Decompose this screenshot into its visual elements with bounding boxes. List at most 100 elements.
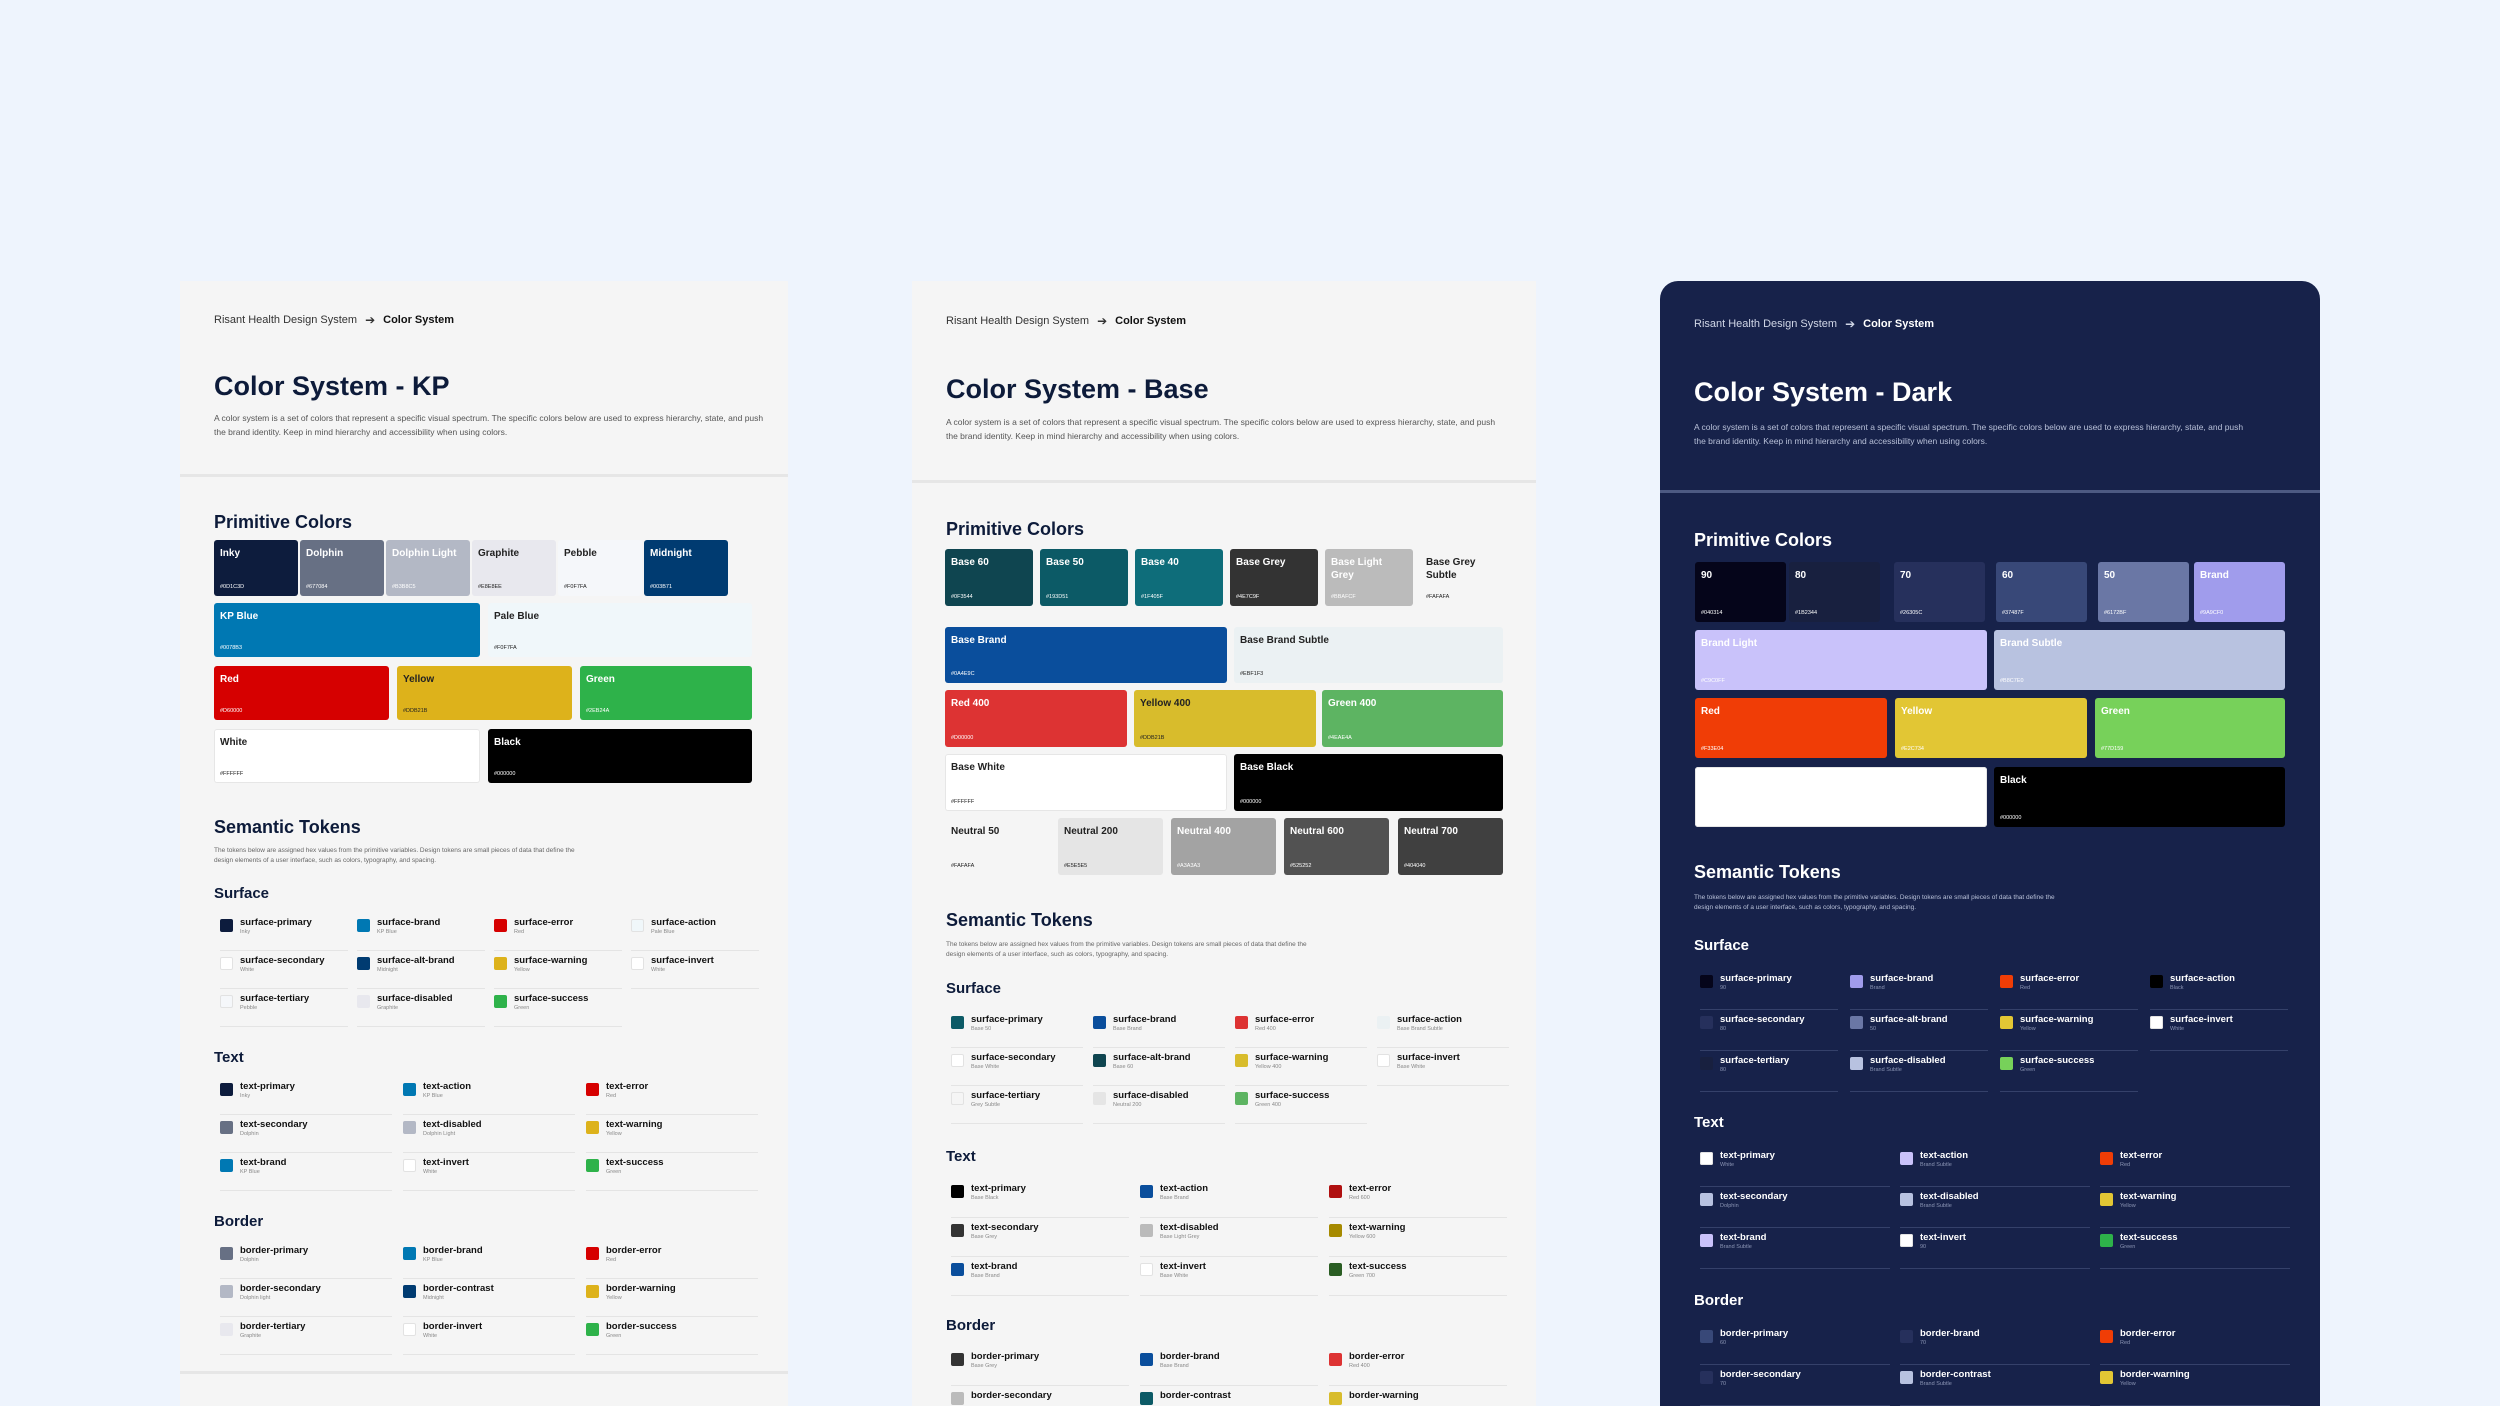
swatch-base-white[interactable]: Base White #FFFFFF xyxy=(945,754,1227,811)
token-text-brand[interactable]: text-brand Base Brand xyxy=(951,1261,1129,1296)
swatch-dolphin[interactable]: Dolphin #677084 xyxy=(300,540,384,596)
token-surface-warning[interactable]: surface-warning Yellow xyxy=(2000,1014,2138,1051)
token-surface-tertiary[interactable]: surface-tertiary Pebble xyxy=(220,993,348,1027)
swatch-base-50[interactable]: Base 50 #193D51 xyxy=(1040,549,1128,606)
token-surface-alt-brand[interactable]: surface-alt-brand Base 60 xyxy=(1093,1052,1225,1086)
token-text-disabled[interactable]: text-disabled Brand Subtle xyxy=(1900,1191,2090,1228)
token-surface-warning[interactable]: surface-warning Yellow xyxy=(494,955,622,989)
token-border-error[interactable]: border-error Red xyxy=(586,1245,758,1279)
breadcrumb-root[interactable]: Risant Health Design System xyxy=(946,315,1090,327)
token-surface-warning[interactable]: surface-warning Yellow 400 xyxy=(1235,1052,1367,1086)
token-surface-primary[interactable]: surface-primary 90 xyxy=(1700,973,1838,1010)
swatch-white[interactable]: White #FFFFFF xyxy=(214,729,480,783)
token-text-primary[interactable]: text-primary White xyxy=(1700,1150,1890,1187)
token-text-secondary[interactable]: text-secondary Dolphin xyxy=(220,1119,392,1153)
token-surface-brand[interactable]: surface-brand Brand xyxy=(1850,973,1988,1010)
token-text-primary[interactable]: text-primary Inky xyxy=(220,1081,392,1115)
swatch-brand[interactable]: Brand #9A9CF0 xyxy=(2194,562,2285,622)
token-text-success[interactable]: text-success Green xyxy=(586,1157,758,1191)
token-border-brand[interactable]: border-brand KP Blue xyxy=(403,1245,575,1279)
swatch-inky[interactable]: Inky #0D1C3D xyxy=(214,540,298,596)
swatch-black[interactable]: Black #000000 xyxy=(1994,767,2285,827)
token-border-secondary[interactable]: border-secondary 70 xyxy=(1700,1369,1890,1406)
token-border-contrast[interactable]: border-contrast Midnight xyxy=(403,1283,575,1317)
token-text-action[interactable]: text-action Base Brand xyxy=(1140,1183,1318,1218)
token-surface-action[interactable]: surface-action Black xyxy=(2150,973,2288,1010)
token-text-brand[interactable]: text-brand KP Blue xyxy=(220,1157,392,1191)
swatch-base-black[interactable]: Base Black #000000 xyxy=(1234,754,1503,811)
swatch-70[interactable]: 70 #26305C xyxy=(1894,562,1985,622)
token-surface-alt-brand[interactable]: surface-alt-brand 50 xyxy=(1850,1014,1988,1051)
swatch-graphite[interactable]: Graphite #E8E8EE xyxy=(472,540,556,596)
swatch-pebble[interactable]: Pebble #F0F7FA xyxy=(558,540,642,596)
swatch-base-grey-subtle[interactable]: Base Grey Subtle #FAFAFA xyxy=(1420,549,1503,606)
token-border-warning[interactable]: border-warning xyxy=(1329,1390,1507,1406)
swatch-red[interactable]: Red #F33E04 xyxy=(1695,698,1887,758)
swatch-pale-blue[interactable]: Pale Blue #F0F7FA xyxy=(488,603,752,657)
token-text-action[interactable]: text-action Brand Subtle xyxy=(1900,1150,2090,1187)
swatch-neutral-700[interactable]: Neutral 700 #404040 xyxy=(1398,818,1503,875)
swatch-base-40[interactable]: Base 40 #1F405F xyxy=(1135,549,1223,606)
token-surface-brand[interactable]: surface-brand KP Blue xyxy=(357,917,485,951)
token-text-disabled[interactable]: text-disabled Base Light Grey xyxy=(1140,1222,1318,1257)
token-surface-tertiary[interactable]: surface-tertiary Grey Subtle xyxy=(951,1090,1083,1124)
swatch-blank[interactable] xyxy=(1695,767,1987,827)
swatch-neutral-200[interactable]: Neutral 200 #E5E5E5 xyxy=(1058,818,1163,875)
token-surface-success[interactable]: surface-success Green xyxy=(2000,1055,2138,1092)
token-text-warning[interactable]: text-warning Yellow 600 xyxy=(1329,1222,1507,1257)
token-text-error[interactable]: text-error Red 600 xyxy=(1329,1183,1507,1218)
token-border-warning[interactable]: border-warning Yellow xyxy=(586,1283,758,1317)
token-text-action[interactable]: text-action KP Blue xyxy=(403,1081,575,1115)
token-border-success[interactable]: border-success Green xyxy=(586,1321,758,1355)
token-surface-primary[interactable]: surface-primary Inky xyxy=(220,917,348,951)
swatch-dolphin-light[interactable]: Dolphin Light #B3B8C5 xyxy=(386,540,470,596)
token-border-tertiary[interactable]: border-tertiary Graphite xyxy=(220,1321,392,1355)
token-text-invert[interactable]: text-invert White xyxy=(403,1157,575,1191)
token-border-brand[interactable]: border-brand Base Brand xyxy=(1140,1351,1318,1386)
swatch-neutral-50[interactable]: Neutral 50 #FAFAFA xyxy=(945,818,1050,875)
token-surface-disabled[interactable]: surface-disabled Neutral 200 xyxy=(1093,1090,1225,1124)
token-surface-error[interactable]: surface-error Red xyxy=(2000,973,2138,1010)
token-text-error[interactable]: text-error Red xyxy=(2100,1150,2290,1187)
token-surface-disabled[interactable]: surface-disabled Brand Subtle xyxy=(1850,1055,1988,1092)
swatch-base-brand-subtle[interactable]: Base Brand Subtle #EBF1F3 xyxy=(1234,627,1503,683)
swatch-base-60[interactable]: Base 60 #0F3544 xyxy=(945,549,1033,606)
token-surface-tertiary[interactable]: surface-tertiary 80 xyxy=(1700,1055,1838,1092)
token-border-brand[interactable]: border-brand 70 xyxy=(1900,1328,2090,1365)
token-surface-invert[interactable]: surface-invert Base White xyxy=(1377,1052,1509,1086)
token-text-invert[interactable]: text-invert 90 xyxy=(1900,1232,2090,1269)
swatch-red[interactable]: Red #D60000 xyxy=(214,666,389,720)
token-surface-disabled[interactable]: surface-disabled Graphite xyxy=(357,993,485,1027)
token-border-contrast[interactable]: border-contrast Brand Subtle xyxy=(1900,1369,2090,1406)
token-surface-success[interactable]: surface-success Green 400 xyxy=(1235,1090,1367,1124)
token-surface-brand[interactable]: surface-brand Base Brand xyxy=(1093,1014,1225,1048)
token-border-primary[interactable]: border-primary 60 xyxy=(1700,1328,1890,1365)
token-surface-action[interactable]: surface-action Base Brand Subtle xyxy=(1377,1014,1509,1048)
token-text-success[interactable]: text-success Green 700 xyxy=(1329,1261,1507,1296)
breadcrumb-root[interactable]: Risant Health Design System xyxy=(214,314,358,326)
token-surface-error[interactable]: surface-error Red 400 xyxy=(1235,1014,1367,1048)
token-text-primary[interactable]: text-primary Base Black xyxy=(951,1183,1129,1218)
token-surface-error[interactable]: surface-error Red xyxy=(494,917,622,951)
swatch-kp-blue[interactable]: KP Blue #0078B3 xyxy=(214,603,480,657)
token-text-error[interactable]: text-error Red xyxy=(586,1081,758,1115)
token-surface-invert[interactable]: surface-invert White xyxy=(631,955,759,989)
swatch-50[interactable]: 50 #6172BF xyxy=(2098,562,2189,622)
token-border-invert[interactable]: border-invert White xyxy=(403,1321,575,1355)
swatch-80[interactable]: 80 #1B2344 xyxy=(1789,562,1880,622)
token-border-primary[interactable]: border-primary Dolphin xyxy=(220,1245,392,1279)
token-surface-secondary[interactable]: surface-secondary Base White xyxy=(951,1052,1083,1086)
token-text-disabled[interactable]: text-disabled Dolphin Light xyxy=(403,1119,575,1153)
token-border-error[interactable]: border-error Red xyxy=(2100,1328,2290,1365)
token-text-invert[interactable]: text-invert Base White xyxy=(1140,1261,1318,1296)
swatch-green-400[interactable]: Green 400 #4EAE4A xyxy=(1322,690,1503,747)
swatch-black[interactable]: Black #000000 xyxy=(488,729,752,783)
swatch-brand-light[interactable]: Brand Light #C9C0FF xyxy=(1695,630,1987,690)
swatch-midnight[interactable]: Midnight #003B71 xyxy=(644,540,728,596)
token-text-secondary[interactable]: text-secondary Base Grey xyxy=(951,1222,1129,1257)
token-text-brand[interactable]: text-brand Brand Subtle xyxy=(1700,1232,1890,1269)
swatch-60[interactable]: 60 #37487F xyxy=(1996,562,2087,622)
token-surface-action[interactable]: surface-action Pale Blue xyxy=(631,917,759,951)
token-text-success[interactable]: text-success Green xyxy=(2100,1232,2290,1269)
swatch-green[interactable]: Green #77D159 xyxy=(2095,698,2285,758)
